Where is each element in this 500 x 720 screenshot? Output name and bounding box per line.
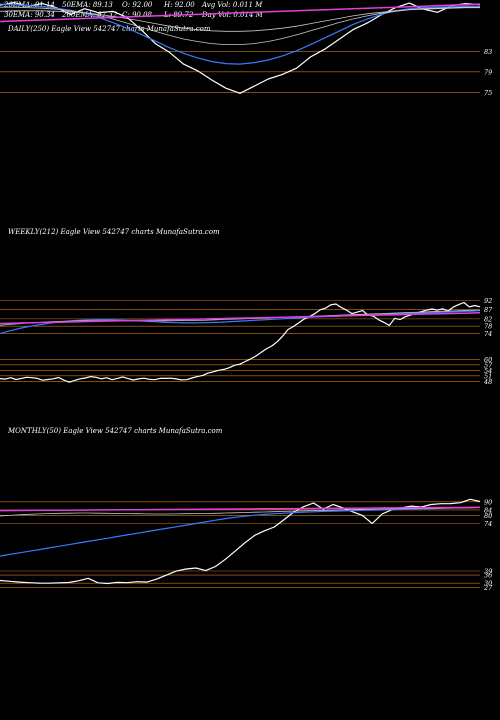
- daily-y-tick-label: 75: [484, 89, 492, 97]
- monthly-y-tick-label: 36: [484, 572, 492, 580]
- weekly-y-tick-label: 57: [484, 361, 493, 369]
- monthly-y-tick-label: 80: [484, 512, 492, 520]
- weekly-y-tick-label: 54: [484, 367, 492, 375]
- monthly-ema50-line: [0, 507, 481, 517]
- weekly-y-tick-label: 82: [484, 315, 492, 323]
- weekly-y-tick-label: 48: [483, 378, 492, 386]
- ema30-readout: 30EMA: 90.34: [4, 11, 55, 19]
- weekly-ema20-line: [0, 310, 481, 335]
- weekly-y-tick-label: 87: [484, 306, 493, 314]
- day-vol-readout: Day Vol: 0.014 M: [202, 11, 263, 19]
- ema50-readout: 50EMA: 89.13: [62, 1, 113, 9]
- monthly-panel-title: MONTHLY(50) Eagle View 542747 charts Mun…: [8, 427, 223, 435]
- weekly-price-line: [0, 301, 481, 383]
- monthly-y-tick-label: 90: [484, 498, 492, 506]
- weekly-panel-title: WEEKLY(212) Eagle View 542747 charts Mun…: [8, 228, 220, 236]
- weekly-y-tick-label: 78: [484, 323, 492, 331]
- close-readout: C: 90.08: [122, 11, 152, 19]
- daily-panel-title: DAILY(250) Eagle View 542747 charts Muna…: [8, 25, 211, 33]
- monthly-y-tick-label: 27: [483, 584, 493, 592]
- ema20-readout: 20EMA: 91.14: [4, 1, 55, 9]
- weekly-y-tick-label: 60: [484, 356, 492, 364]
- daily-y-tick-label: 79: [484, 68, 492, 76]
- weekly-ema200-line: [0, 312, 481, 325]
- monthly-y-tick-label: 39: [484, 568, 492, 576]
- daily-y-tick-label: 83: [484, 48, 492, 56]
- daily-price-line: [0, 1, 481, 94]
- high-readout: H: 92.00: [164, 1, 195, 9]
- avg-vol-readout: Avg Vol: 0.011 M: [202, 1, 263, 9]
- weekly-y-tick-label: 74: [484, 330, 492, 338]
- monthly-y-tick-label: 84: [484, 506, 492, 514]
- monthly-ema200-line: [0, 506, 481, 512]
- daily-ema200-line: [0, 3, 481, 23]
- monthly-y-tick-label: 30: [484, 580, 492, 588]
- weekly-y-tick-label: 92: [484, 297, 492, 305]
- open-readout: O: 92.00: [122, 1, 153, 9]
- monthly-ema20-line: [0, 506, 481, 557]
- weekly-y-tick-label: 51: [484, 372, 492, 380]
- monthly-y-tick-label: 74: [484, 520, 492, 528]
- daily-ema50-line: [0, 7, 480, 32]
